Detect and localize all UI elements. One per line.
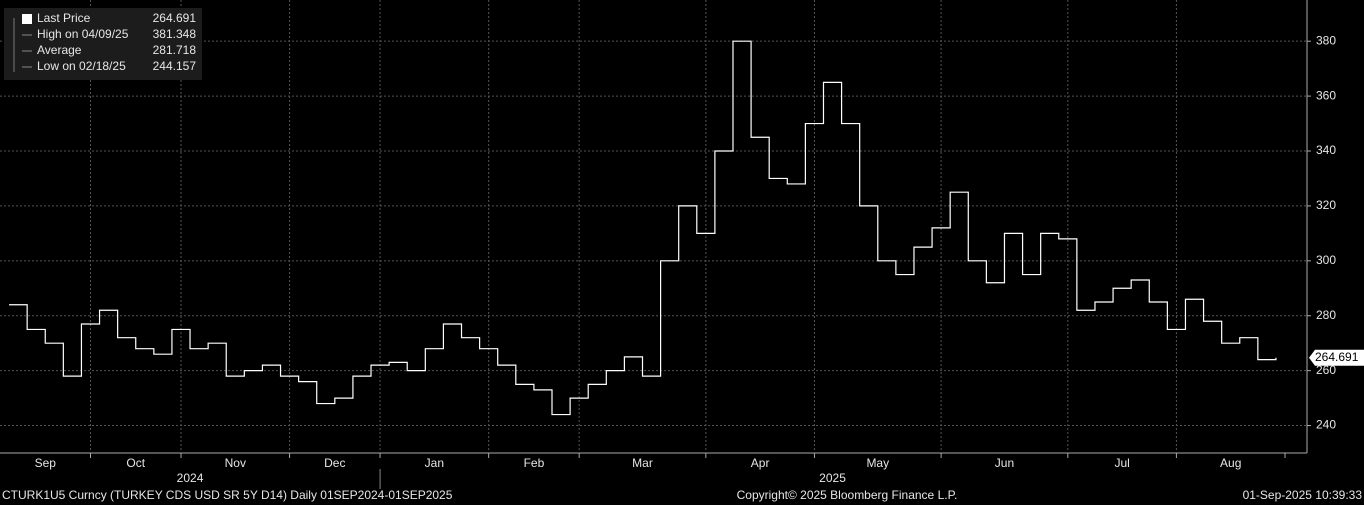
y-tick-label: 300: [1316, 253, 1336, 267]
legend-box: [4, 8, 202, 80]
legend-value: 264.691: [153, 11, 197, 25]
legend-label: Low on 02/18/25: [37, 59, 126, 73]
x-tick-label: Dec: [324, 456, 345, 470]
x-tick-label: Apr: [751, 456, 770, 470]
y-tick-label: 260: [1316, 363, 1336, 377]
legend-swatch: [22, 14, 32, 24]
footer-copyright: Copyright© 2025 Bloomberg Finance L.P.: [737, 488, 958, 502]
last-price-label: 264.691: [1315, 350, 1359, 364]
legend-label: Average: [37, 43, 82, 57]
legend-value: 381.348: [153, 27, 197, 41]
legend-value: 281.718: [153, 43, 197, 57]
x-tick-label: Oct: [126, 456, 145, 470]
x-tick-label: Aug: [1220, 456, 1241, 470]
x-tick-label: May: [866, 456, 889, 470]
y-tick-label: 320: [1316, 198, 1336, 212]
legend-label: High on 04/09/25: [37, 27, 129, 41]
x-tick-label: Jun: [995, 456, 1014, 470]
footer-timestamp: 01-Sep-2025 10:39:33: [1243, 488, 1363, 502]
y-tick-label: 360: [1316, 88, 1336, 102]
x-tick-label: Jul: [1114, 456, 1129, 470]
y-tick-label: 240: [1316, 418, 1336, 432]
x-tick-label: Sep: [35, 456, 57, 470]
legend-value: 244.157: [153, 59, 197, 73]
year-label: 2024: [177, 471, 204, 485]
y-tick-label: 280: [1316, 308, 1336, 322]
x-tick-label: Feb: [524, 456, 545, 470]
y-tick-label: 340: [1316, 143, 1336, 157]
price-line: [9, 40, 1277, 416]
legend-label: Last Price: [37, 11, 91, 25]
y-tick-label: 380: [1316, 33, 1336, 47]
year-label: 2025: [819, 471, 846, 485]
x-tick-label: Nov: [225, 456, 246, 470]
x-tick-label: Mar: [632, 456, 653, 470]
footer-ticker: CTURK1U5 Curncy (TURKEY CDS USD SR 5Y D1…: [2, 488, 453, 502]
last-price-badge: [1309, 349, 1364, 366]
x-tick-label: Jan: [425, 456, 444, 470]
